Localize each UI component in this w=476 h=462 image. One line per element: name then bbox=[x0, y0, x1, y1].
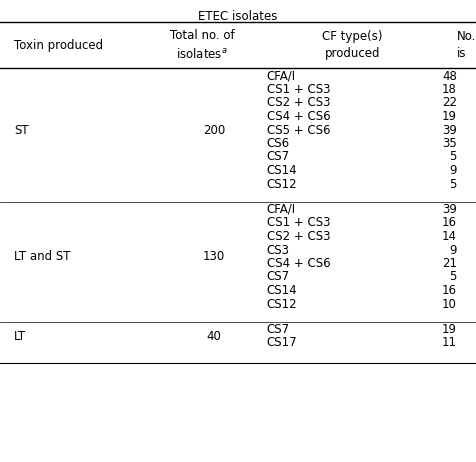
Text: 200: 200 bbox=[203, 123, 225, 136]
Text: 35: 35 bbox=[442, 137, 457, 150]
Text: 16: 16 bbox=[442, 217, 457, 230]
Text: 39: 39 bbox=[442, 203, 457, 216]
Text: CF type(s)
produced: CF type(s) produced bbox=[322, 30, 383, 60]
Text: 11: 11 bbox=[442, 336, 457, 349]
Text: CS5 + CS6: CS5 + CS6 bbox=[267, 123, 330, 136]
Text: CS6: CS6 bbox=[267, 137, 290, 150]
Text: 19: 19 bbox=[442, 110, 457, 123]
Text: CS17: CS17 bbox=[267, 336, 297, 349]
Text: CS1 + CS3: CS1 + CS3 bbox=[267, 217, 330, 230]
Text: ST: ST bbox=[14, 123, 29, 136]
Text: No.
is: No. is bbox=[457, 30, 476, 60]
Text: 21: 21 bbox=[442, 257, 457, 270]
Text: 10: 10 bbox=[442, 298, 457, 310]
Text: 39: 39 bbox=[442, 123, 457, 136]
Text: LT: LT bbox=[14, 330, 26, 343]
Text: CS2 + CS3: CS2 + CS3 bbox=[267, 97, 330, 109]
Text: CFA/I: CFA/I bbox=[267, 69, 296, 83]
Text: CS3: CS3 bbox=[267, 243, 289, 256]
Text: CS7: CS7 bbox=[267, 323, 290, 336]
Text: 5: 5 bbox=[450, 270, 457, 284]
Text: 48: 48 bbox=[442, 69, 457, 83]
Text: CS7: CS7 bbox=[267, 151, 290, 164]
Text: 22: 22 bbox=[442, 97, 457, 109]
Text: 18: 18 bbox=[442, 83, 457, 96]
Text: Toxin produced: Toxin produced bbox=[14, 38, 103, 51]
Text: 5: 5 bbox=[450, 151, 457, 164]
Text: CS2 + CS3: CS2 + CS3 bbox=[267, 230, 330, 243]
Text: 40: 40 bbox=[207, 330, 222, 343]
Text: ETEC isolates: ETEC isolates bbox=[198, 10, 278, 23]
Text: CS12: CS12 bbox=[267, 298, 297, 310]
Text: CS14: CS14 bbox=[267, 284, 297, 297]
Text: 130: 130 bbox=[203, 250, 225, 263]
Text: CS4 + CS6: CS4 + CS6 bbox=[267, 110, 330, 123]
Text: LT and ST: LT and ST bbox=[14, 250, 71, 263]
Text: 14: 14 bbox=[442, 230, 457, 243]
Text: Total no. of
isolates$^a$: Total no. of isolates$^a$ bbox=[170, 29, 235, 61]
Text: 19: 19 bbox=[442, 323, 457, 336]
Text: 9: 9 bbox=[449, 243, 457, 256]
Text: CS1 + CS3: CS1 + CS3 bbox=[267, 83, 330, 96]
Text: CS4 + CS6: CS4 + CS6 bbox=[267, 257, 330, 270]
Text: 16: 16 bbox=[442, 284, 457, 297]
Text: 9: 9 bbox=[449, 164, 457, 177]
Text: CS14: CS14 bbox=[267, 164, 297, 177]
Text: CS12: CS12 bbox=[267, 177, 297, 190]
Text: CFA/I: CFA/I bbox=[267, 203, 296, 216]
Text: CS7: CS7 bbox=[267, 270, 290, 284]
Text: 5: 5 bbox=[450, 177, 457, 190]
